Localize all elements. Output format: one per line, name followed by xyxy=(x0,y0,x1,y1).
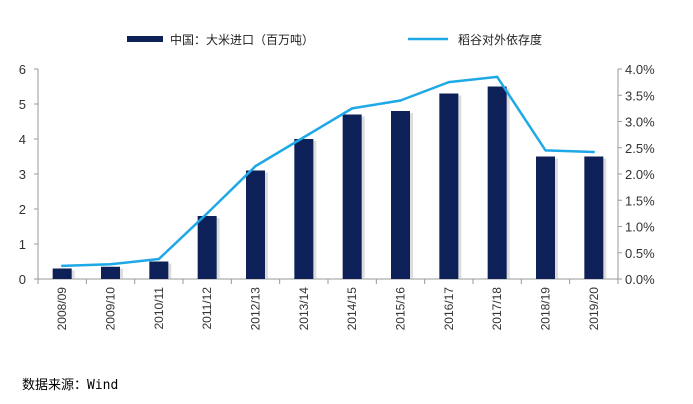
bar xyxy=(342,114,362,279)
line-point xyxy=(205,212,209,215)
line-point xyxy=(544,149,547,152)
x-tick-label: 2017/18 xyxy=(490,287,504,331)
line-point xyxy=(302,136,306,139)
bar xyxy=(52,268,72,279)
bar xyxy=(439,93,459,279)
bar xyxy=(536,156,555,279)
legend-bar-label: 中国：大米进口（百万吨） xyxy=(170,32,314,47)
bar xyxy=(149,261,169,279)
bar xyxy=(197,216,217,279)
bar xyxy=(294,139,314,279)
y-right-tick-label: 2.0% xyxy=(625,167,655,182)
y-left-tick-label: 3 xyxy=(19,167,26,182)
x-tick-label: 2011/12 xyxy=(200,287,214,330)
bar xyxy=(584,156,604,279)
x-tick-label: 2014/15 xyxy=(345,287,359,331)
axes xyxy=(34,68,622,284)
y-right-tick-label: 0.5% xyxy=(625,246,655,261)
x-tick-label: 2010/11 xyxy=(152,287,166,330)
y-right-tick-label: 2.5% xyxy=(625,141,655,156)
y-left-tick-label: 5 xyxy=(19,97,26,112)
y-right-tick-label: 4.0% xyxy=(625,62,655,77)
bar xyxy=(391,111,410,279)
line-point xyxy=(495,75,499,79)
line-point xyxy=(157,257,161,261)
y-left-tick-label: 2 xyxy=(19,202,26,217)
y-right-tick-label: 3.5% xyxy=(625,88,655,103)
y-right-tick-label: 1.5% xyxy=(625,193,655,208)
bar xyxy=(487,86,507,279)
x-tick-label: 2016/17 xyxy=(442,287,456,331)
dependency-line xyxy=(62,75,594,268)
x-tick-label: 2018/19 xyxy=(539,287,553,331)
y-left-tick-label: 6 xyxy=(19,62,26,77)
line-point xyxy=(109,263,112,266)
x-tick-label: 2019/20 xyxy=(587,287,601,331)
x-tick-label: 2013/14 xyxy=(297,287,311,331)
y-left-tick-label: 1 xyxy=(19,237,26,252)
line-point xyxy=(447,80,451,84)
line-point xyxy=(254,164,257,168)
bar xyxy=(101,266,120,279)
y-right-tick-label: 1.0% xyxy=(625,220,655,235)
y-right-tick-label: 3.0% xyxy=(625,115,655,130)
line-point xyxy=(350,107,354,110)
y-left-tick-label: 0 xyxy=(19,272,26,287)
x-tick-label: 2009/10 xyxy=(104,287,118,331)
line-point xyxy=(399,99,402,102)
source-note: 数据来源：Wind xyxy=(22,378,119,393)
tick-labels: 0 1 2 3 4 5 6 0.0% 0.5% 1.0% 1.5% 2.0% 2.5% 3.0% 3.5% 4… xyxy=(19,62,655,330)
y-right-tick-label: 0.0% xyxy=(625,272,655,287)
x-tick-label: 2008/09 xyxy=(55,287,69,331)
bar xyxy=(246,170,265,279)
legend-bar-swatch xyxy=(127,36,163,42)
line-point xyxy=(60,264,64,268)
x-tick-label: 2012/13 xyxy=(249,287,263,331)
y-left-tick-label: 4 xyxy=(19,132,26,147)
line-series xyxy=(60,75,596,268)
x-tick-label: 2015/16 xyxy=(394,287,408,331)
bar-series xyxy=(52,86,607,279)
legend-line-label: 稻谷对外依存度 xyxy=(458,32,542,47)
legend: 中国：大米进口（百万吨） 稻谷对外依存度 xyxy=(127,32,542,47)
line-point xyxy=(592,150,596,154)
